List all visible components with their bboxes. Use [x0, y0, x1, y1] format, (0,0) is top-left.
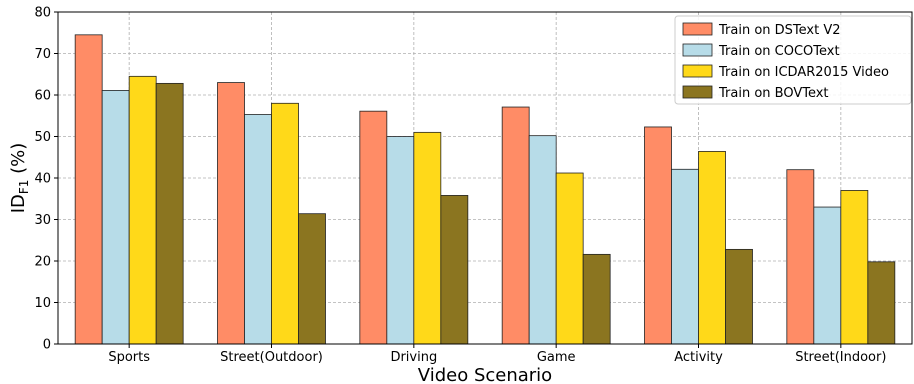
y-tick-label: 10 — [34, 296, 51, 311]
bar — [128, 75, 157, 345]
bar — [413, 131, 442, 345]
y-axis-title: IDF1 (%) — [8, 143, 31, 214]
x-tick-label: Street(Outdoor) — [220, 350, 323, 365]
legend-entry-label: Train on ICDAR2015 Video — [718, 65, 889, 80]
y-tick-label: 80 — [34, 6, 51, 21]
bar — [555, 172, 584, 345]
legend: Train on DSText V2 Train on COCOText Train… — [674, 15, 912, 105]
bar — [74, 34, 103, 345]
legend-box — [674, 15, 912, 105]
bar — [386, 136, 415, 345]
bar — [359, 110, 388, 345]
legend-entry-label: Train on COCOText — [718, 44, 840, 59]
bar — [501, 106, 530, 345]
bar — [101, 90, 130, 345]
bar — [298, 213, 326, 345]
x-tick-label: Driving — [390, 350, 437, 365]
y-axis-title-suffix: (%) — [8, 143, 29, 180]
legend-entry-label: Train on BOVText — [718, 86, 829, 101]
y-tick-label: 0 — [43, 338, 51, 353]
bar — [725, 248, 753, 345]
y-tick-labels: 0 10 20 30 40 50 60 70 80 — [34, 6, 58, 353]
bar — [698, 151, 726, 345]
bar — [217, 82, 245, 345]
y-tick-label: 30 — [34, 213, 51, 228]
x-tick-label: Street(Indoor) — [795, 350, 886, 365]
y-tick-label: 40 — [34, 172, 51, 187]
bar — [867, 261, 896, 345]
y-axis-title-main: ID — [8, 194, 29, 213]
y-tick-label: 50 — [34, 130, 51, 145]
x-axis-title: Video Scenario — [418, 365, 552, 384]
bar — [440, 195, 469, 345]
bar — [813, 206, 842, 345]
legend-entry-label: Train on DSText V2 — [718, 23, 841, 38]
legend-swatch — [682, 22, 713, 36]
bar — [155, 82, 184, 345]
x-tick-label: Sports — [108, 350, 150, 365]
bar — [271, 102, 299, 345]
y-tick-label: 60 — [34, 89, 51, 104]
x-tick-label: Activity — [674, 350, 723, 365]
y-tick-label: 70 — [34, 47, 51, 62]
y-axis-title-subscript: F1 — [17, 180, 31, 195]
x-tick-label: Game — [537, 350, 576, 365]
legend-swatch — [682, 43, 713, 57]
bar — [244, 114, 272, 345]
bar — [644, 126, 672, 345]
x-tick-labels: Sports Street(Outdoor) Driving Game Activity… — [108, 344, 886, 365]
bar — [786, 169, 815, 345]
y-tick-label: 20 — [34, 255, 51, 270]
bar — [528, 135, 557, 345]
bars — [74, 34, 896, 345]
bar — [671, 168, 699, 345]
legend-swatch — [682, 85, 713, 99]
bar — [582, 253, 611, 345]
legend-swatch — [682, 64, 713, 78]
bar — [840, 190, 869, 345]
